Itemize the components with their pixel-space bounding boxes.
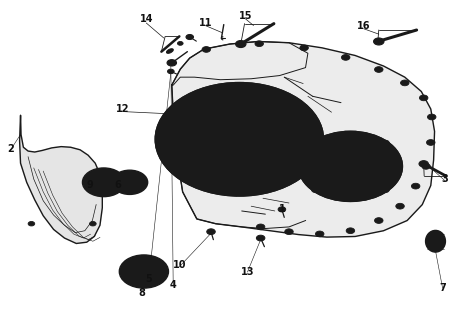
Circle shape [285,170,292,175]
Circle shape [419,161,428,167]
Circle shape [186,35,193,40]
Circle shape [119,255,168,288]
Circle shape [427,140,435,145]
Circle shape [308,138,393,195]
Text: 9: 9 [86,180,93,190]
Circle shape [255,41,264,47]
Circle shape [99,179,109,186]
Circle shape [167,69,174,74]
Text: 16: 16 [357,21,370,31]
Text: 5: 5 [145,275,152,284]
Circle shape [186,170,194,175]
Text: 14: 14 [139,14,153,24]
Circle shape [299,131,402,201]
Circle shape [178,98,301,181]
Text: 1: 1 [279,204,285,214]
Circle shape [220,126,258,152]
Circle shape [186,103,194,108]
Circle shape [346,228,355,234]
Circle shape [306,137,313,142]
Text: 12: 12 [116,104,129,114]
Circle shape [123,178,137,187]
Circle shape [197,111,282,168]
Circle shape [177,42,183,45]
Circle shape [422,164,430,169]
Circle shape [401,80,409,86]
Circle shape [322,147,379,186]
Circle shape [118,175,141,190]
Circle shape [256,235,265,241]
Circle shape [183,111,196,120]
Circle shape [428,114,436,120]
Text: 15: 15 [239,11,252,21]
Circle shape [419,95,428,101]
Circle shape [336,157,365,176]
Text: 8: 8 [138,288,145,298]
Circle shape [94,176,113,189]
Circle shape [112,170,148,195]
Text: 6: 6 [115,180,121,190]
Circle shape [90,173,118,192]
Circle shape [236,90,243,95]
Circle shape [207,229,215,235]
Circle shape [311,188,319,193]
Polygon shape [19,116,102,244]
Circle shape [28,221,35,226]
Circle shape [411,183,420,189]
Circle shape [208,151,214,155]
Circle shape [278,207,286,212]
Circle shape [236,41,246,48]
Circle shape [374,218,383,223]
Circle shape [126,260,162,284]
Text: 10: 10 [173,260,186,269]
Circle shape [155,83,323,196]
Circle shape [285,229,293,235]
Circle shape [341,54,350,60]
Circle shape [285,103,292,108]
Circle shape [163,88,316,191]
Circle shape [236,184,243,189]
Text: 13: 13 [241,267,254,277]
Circle shape [374,67,383,72]
Circle shape [134,265,155,278]
Circle shape [256,224,265,230]
Circle shape [316,231,324,237]
Ellipse shape [166,49,173,53]
Circle shape [382,188,389,193]
Circle shape [90,221,96,226]
Circle shape [300,45,309,51]
Circle shape [209,119,270,160]
Circle shape [231,133,248,145]
Circle shape [374,38,384,45]
Ellipse shape [428,233,443,249]
Circle shape [382,140,389,145]
Circle shape [165,137,173,142]
Ellipse shape [432,237,439,246]
Circle shape [202,47,210,52]
Circle shape [82,168,125,197]
Circle shape [311,140,319,145]
Circle shape [200,144,208,150]
Text: 11: 11 [199,18,212,28]
Text: 7: 7 [439,283,446,293]
Circle shape [396,203,404,209]
Ellipse shape [426,230,446,252]
Text: 3: 3 [442,174,448,184]
Circle shape [139,268,149,275]
Text: 4: 4 [170,280,177,290]
Circle shape [167,60,176,66]
Text: 2: 2 [7,144,14,154]
Polygon shape [172,42,435,237]
